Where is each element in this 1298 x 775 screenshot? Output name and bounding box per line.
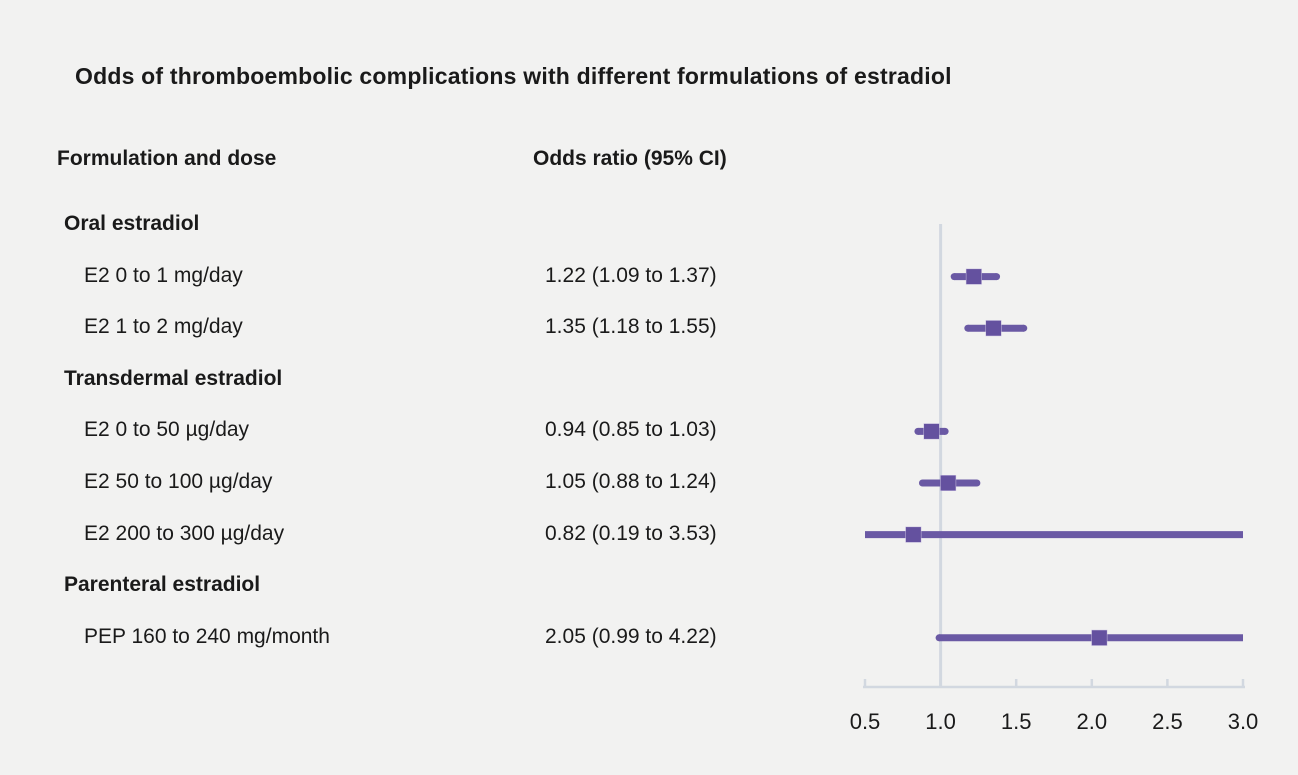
x-axis-tick-label: 1.5 — [1001, 709, 1032, 734]
column-header-formulation: Formulation and dose — [57, 147, 277, 170]
ci-cap-high — [1020, 324, 1028, 332]
ci-cap-low — [964, 324, 972, 332]
group-label: Parenteral estradiol — [64, 573, 261, 597]
x-axis-tick-label: 3.0 — [1228, 709, 1259, 734]
x-axis-tick-label: 1.0 — [925, 709, 956, 734]
group-label: Transdermal estradiol — [64, 366, 283, 390]
ci-cap-high — [973, 479, 981, 487]
item-label: PEP 160 to 240 mg/month — [84, 624, 330, 648]
page-title: Odds of thromboembolic complications wit… — [75, 63, 952, 89]
ci-cap-high — [941, 427, 949, 435]
or-marker — [1091, 630, 1107, 646]
odds-ratio-value: 0.82 (0.19 to 3.53) — [545, 521, 717, 545]
column-header-odds-ratio: Odds ratio (95% CI) — [533, 147, 727, 170]
item-label: E2 0 to 1 mg/day — [84, 263, 243, 287]
x-axis-tick-label: 2.0 — [1077, 709, 1108, 734]
or-marker — [986, 320, 1002, 336]
or-marker — [940, 475, 956, 491]
x-axis-tick-label: 0.5 — [850, 709, 881, 734]
ci-cap-low — [935, 634, 943, 642]
odds-ratio-value: 1.05 (0.88 to 1.24) — [545, 470, 717, 493]
item-label: E2 200 to 300 µg/day — [84, 521, 285, 545]
ci-cap-low — [914, 427, 922, 435]
item-label: E2 50 to 100 µg/day — [84, 470, 273, 493]
or-marker — [966, 269, 982, 285]
or-marker — [924, 423, 940, 439]
item-label: E2 1 to 2 mg/day — [84, 315, 243, 339]
odds-ratio-value: 1.35 (1.18 to 1.55) — [545, 315, 717, 339]
group-label: Oral estradiol — [64, 212, 200, 235]
odds-ratio-value: 2.05 (0.99 to 4.22) — [545, 624, 717, 648]
odds-ratio-value: 1.22 (1.09 to 1.37) — [545, 263, 717, 287]
or-marker — [905, 527, 921, 543]
item-label: E2 0 to 50 µg/day — [84, 418, 250, 442]
x-axis-tick-label: 2.5 — [1152, 709, 1183, 734]
ci-cap-low — [950, 273, 958, 281]
ci-cap-low — [918, 479, 926, 487]
ci-cap-high — [993, 273, 1001, 281]
odds-ratio-value: 0.94 (0.85 to 1.03) — [545, 418, 717, 442]
